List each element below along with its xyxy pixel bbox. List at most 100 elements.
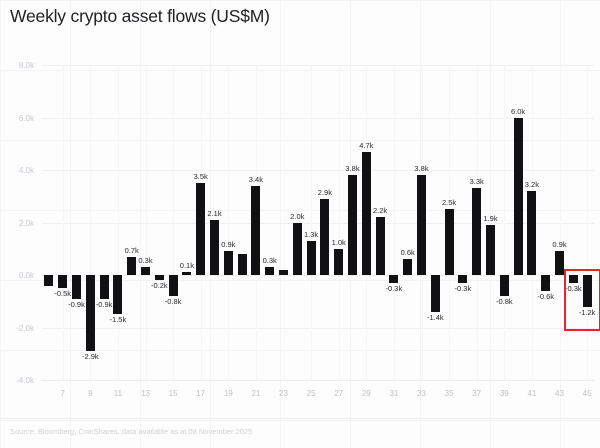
- y-axis-tick-label: 0.0k: [18, 271, 34, 280]
- highlight-box: [563, 269, 600, 331]
- y-gridline: [42, 222, 594, 224]
- bar: [44, 275, 54, 286]
- x-axis-tick-label: 43: [555, 389, 564, 398]
- x-axis-tick-label: 27: [334, 389, 344, 398]
- bar: [472, 188, 482, 275]
- bar: [265, 267, 275, 275]
- bar: [168, 275, 178, 296]
- x-axis-tick-label: 41: [527, 389, 537, 398]
- bar-value-label: 3.2k: [524, 180, 539, 189]
- x-axis-tick-label: 45: [582, 389, 592, 398]
- bar-value-label: 0.3k: [262, 256, 277, 266]
- bar: [182, 272, 192, 275]
- x-gridline: [559, 65, 561, 380]
- bar-value-label: -1.5k: [109, 315, 127, 325]
- x-gridline: [145, 65, 147, 380]
- bar-value-label: 6.0k: [511, 106, 526, 116]
- bar-value-label: -0.5k: [54, 289, 72, 299]
- y-gridline: [42, 327, 594, 329]
- bar-value-label: 2.0k: [290, 211, 305, 221]
- bar-value-label: 2.9k: [317, 187, 332, 197]
- bar-value-label: -0.3k: [454, 283, 472, 293]
- x-gridline: [228, 65, 230, 380]
- x-axis-tick-label: 35: [444, 389, 454, 398]
- bar: [306, 240, 316, 275]
- bar-value-label: 3.8k: [345, 164, 360, 174]
- source-note: Source: Bloomberg, CoinShares, data avai…: [10, 427, 253, 436]
- bar-value-label: -1.2k: [578, 307, 596, 317]
- y-gridline: [42, 170, 594, 171]
- x-axis-tick-label: 21: [251, 389, 261, 398]
- bar-value-label: -0.2k: [150, 281, 168, 291]
- y-axis-tick-label: 4.0k: [18, 166, 34, 175]
- bar-value-label: 1.9k: [483, 214, 498, 224]
- bar: [444, 209, 454, 275]
- footer-divider: [0, 418, 600, 419]
- bar-value-label: -2.9k: [81, 352, 99, 362]
- page-title: Weekly crypto asset flows (US$M): [10, 6, 270, 26]
- bar: [513, 117, 523, 275]
- y-axis-tick-label: 2.0k: [18, 218, 34, 228]
- bar: [403, 259, 413, 275]
- x-axis-tick-label: 9: [88, 389, 93, 398]
- bar: [458, 275, 468, 283]
- bar-value-label: 0.9k: [221, 240, 236, 250]
- bar-value-label: -0.9k: [95, 299, 113, 309]
- y-axis-tick-label: 8.0k: [18, 61, 34, 70]
- bar: [251, 185, 261, 275]
- x-gridline: [173, 65, 175, 380]
- bar-value-label: -0.3k: [385, 283, 403, 293]
- bar-value-label: -0.3k: [564, 283, 582, 293]
- bar-value-label: -0.6k: [537, 291, 555, 301]
- bar-value-label: 1.0k: [331, 237, 346, 247]
- x-axis-tick-label: 15: [168, 389, 178, 398]
- x-axis-tick-label: 25: [306, 389, 316, 398]
- bar: [554, 251, 565, 275]
- bar-value-label: 0.9k: [552, 240, 567, 250]
- x-gridline: [311, 65, 313, 380]
- x-gridline: [283, 65, 285, 380]
- bar: [485, 225, 496, 275]
- bar: [361, 151, 371, 275]
- bar: [499, 275, 509, 296]
- bar-value-label: 0.6k: [400, 248, 415, 258]
- x-axis-tick-label: 7: [60, 389, 65, 398]
- bar-value-label: 0.1k: [179, 261, 194, 271]
- bar-value-label: 2.2k: [373, 206, 388, 216]
- x-gridline: [393, 65, 395, 380]
- bar-value-label: -0.9k: [68, 299, 85, 309]
- bar: [140, 267, 151, 275]
- bar-value-label: 3.4k: [248, 174, 263, 184]
- bar: [320, 198, 330, 275]
- bar-value-label: 2.5k: [442, 198, 457, 208]
- y-gridline: [42, 117, 594, 119]
- x-gridline: [117, 65, 119, 380]
- y-gridline: [42, 65, 594, 66]
- bar-value-label: -1.4k: [426, 312, 444, 322]
- x-axis-tick-label: 23: [279, 389, 288, 398]
- x-axis-tick-label: 39: [499, 389, 509, 398]
- bar-value-label: 3.3k: [469, 177, 484, 187]
- bar: [416, 175, 427, 275]
- x-gridline: [62, 65, 64, 380]
- bar: [127, 256, 137, 275]
- bar: [196, 183, 206, 275]
- bar: [582, 275, 592, 307]
- bar: [99, 275, 109, 299]
- y-gridline: [42, 275, 594, 276]
- x-axis-tick-label: 19: [223, 389, 233, 398]
- x-axis-tick-label: 17: [196, 389, 206, 398]
- bar: [209, 219, 220, 275]
- x-gridline: [90, 65, 92, 380]
- bar: [58, 275, 68, 289]
- bar: [85, 275, 95, 352]
- plot-wrapper: -0.5k -0.9k -2.9k -0.9k -1.5k 0.7k 0.3k -0.2k -0…: [0, 55, 600, 398]
- bar-value-label: 0.7k: [124, 245, 139, 255]
- bar: [334, 248, 344, 275]
- x-axis-tick-label: 29: [361, 389, 371, 398]
- x-axis-tick-label: 33: [417, 389, 426, 398]
- y-axis-tick-label: -4.0k: [16, 376, 34, 385]
- y-axis-tick-label: 6.0k: [18, 113, 34, 123]
- bar-value-label: 2.1k: [207, 208, 222, 218]
